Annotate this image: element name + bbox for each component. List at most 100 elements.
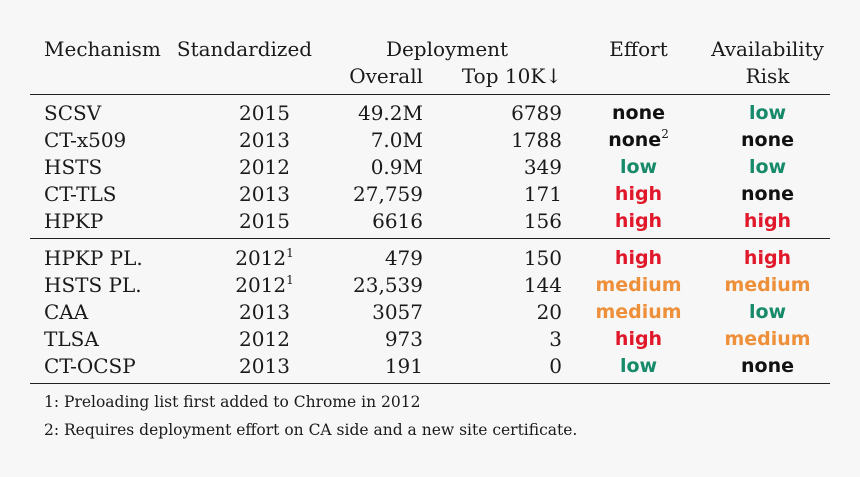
cell-overall-value: 6616 [372,209,423,233]
cell-standardized: 2013 [167,127,322,154]
cell-overall: 191 [322,353,445,383]
cell-mechanism-value: HSTS [44,155,103,179]
footnote-1: 1: Preloading list first added to Chrome… [44,393,421,411]
cell-overall-value: 479 [384,246,423,270]
cell-availability-risk: none [705,181,830,208]
cell-top10k-value: 144 [523,273,563,297]
cell-effort-value: none [608,129,662,151]
cell-standardized-value: 2013 [239,354,290,378]
cell-top10k: 1788 [445,127,572,154]
cell-mechanism-value: HPKP [44,209,104,233]
cell-availability-risk: medium [705,326,830,353]
header-risk: Risk [745,64,790,88]
cell-effort-value: high [614,210,663,232]
cell-mechanism-value: CT-TLS [44,182,117,206]
table-group-1: SCSV 2015 49.2M 6789 none low CT-x509 2013 7.0M 1… [30,94,831,239]
cell-standardized: 20121 [167,238,322,272]
cell-effort-value: high [614,328,663,350]
cell-availability-risk-value: none [741,183,795,205]
cell-overall: 3057 [322,299,445,326]
table-row: HPKP PL. 20121 479 150 high high [30,238,831,272]
cell-overall: 23,539 [322,272,445,299]
cell-top10k-value: 1788 [511,128,563,152]
cell-effort-value: medium [595,274,682,296]
cell-standardized-value: 2013 [239,182,290,206]
header-overall: Overall [349,64,423,88]
footnote-marker: 2 [661,127,669,141]
cell-effort: medium [572,299,705,326]
cell-mechanism-value: HPKP PL. [44,246,143,270]
cell-standardized-value: 2012 [235,246,287,270]
cell-overall-value: 0.9M [370,155,423,179]
cell-overall-value: 3057 [372,300,423,324]
cell-effort-value: low [619,156,658,178]
cell-top10k: 0 [445,353,572,383]
cell-effort: low [572,353,705,383]
cell-availability-risk-value: none [741,355,795,377]
mechanism-comparison-table: Mechanism Standardized Deployment Effort… [30,36,831,384]
cell-standardized-value: 2013 [239,300,290,324]
cell-standardized-value: 2012 [235,273,287,297]
header-standardized: Standardized [176,37,313,61]
cell-top10k: 349 [445,154,572,181]
cell-availability-risk-value: low [748,301,787,323]
cell-standardized: 20121 [167,272,322,299]
footnotes: 1: Preloading list first added to Chrome… [30,384,830,444]
table-row: CT-TLS 2013 27,759 171 high none [30,181,830,208]
cell-overall: 49.2M [322,94,445,127]
cell-availability-risk-value: high [743,210,792,232]
cell-overall-value: 191 [384,354,423,378]
cell-standardized-value: 2012 [239,155,290,179]
cell-availability-risk-value: medium [724,274,811,296]
table-row: HSTS PL. 20121 23,539 144 medium medium [30,272,830,299]
cell-top10k: 20 [445,299,572,326]
cell-overall: 973 [322,326,445,353]
cell-availability-risk: low [705,94,831,127]
cell-top10k: 6789 [445,94,573,127]
cell-top10k-value: 6789 [511,101,563,125]
cell-mechanism: HSTS PL. [30,272,167,299]
cell-top10k-value: 20 [536,300,563,324]
comparison-table-wrapper: Mechanism Standardized Deployment Effort… [30,36,831,444]
cell-effort: high [572,238,706,272]
header-availability: Availability [711,37,824,61]
cell-effort: high [572,181,705,208]
cell-mechanism-value: CT-OCSP [44,354,136,378]
cell-overall: 6616 [322,208,445,239]
table-header: Mechanism Standardized Deployment Effort… [30,36,830,95]
cell-availability-risk: low [705,154,830,181]
cell-mechanism: CT-TLS [30,181,167,208]
cell-availability-risk-value: none [741,129,795,151]
cell-standardized: 2015 [167,94,322,127]
cell-standardized: 2013 [167,181,322,208]
header-top10k: Top 10K↓ [461,64,563,88]
cell-mechanism-value: CAA [44,300,89,324]
cell-overall-value: 973 [384,327,423,351]
cell-availability-risk: high [705,208,830,239]
table-group-2: HPKP PL. 20121 479 150 high high HSTS PL. 20121… [30,238,831,384]
cell-top10k-value: 0 [549,354,563,378]
cell-mechanism: CT-x509 [30,127,167,154]
header-mechanism: Mechanism [44,37,161,61]
cell-top10k-value: 349 [523,155,563,179]
cell-mechanism: SCSV [30,94,167,127]
cell-availability-risk: high [705,238,831,272]
cell-effort-value: none [612,102,666,124]
cell-standardized: 2015 [167,208,322,239]
cell-standardized-value: 2015 [239,209,290,233]
cell-overall-value: 49.2M [357,101,423,125]
footnote-2: 2: Requires deployment effort on CA side… [44,421,578,439]
cell-mechanism: HPKP PL. [30,238,167,272]
cell-effort: high [572,326,705,353]
cell-overall: 0.9M [322,154,445,181]
cell-standardized: 2012 [167,154,322,181]
cell-top10k: 144 [445,272,572,299]
table-row: CAA 2013 3057 20 medium low [30,299,830,326]
cell-mechanism: TLSA [30,326,167,353]
cell-availability-risk: none [705,127,830,154]
cell-standardized-value: 2013 [239,128,290,152]
cell-availability-risk: medium [705,272,830,299]
cell-top10k: 3 [445,326,572,353]
cell-top10k: 156 [445,208,572,239]
cell-effort-value: high [614,247,663,269]
